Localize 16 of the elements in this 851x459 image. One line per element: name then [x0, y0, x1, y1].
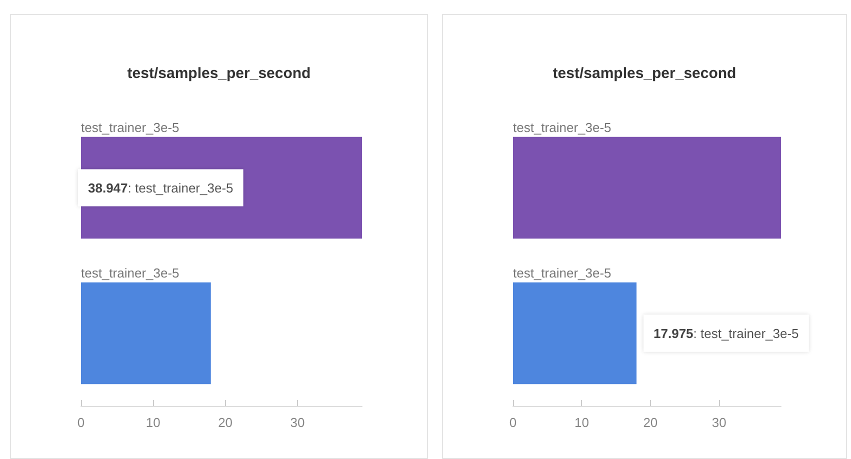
x-tick-label: 10: [574, 415, 589, 430]
x-tick-label: 20: [218, 415, 233, 430]
text: test/samples_per_second: [127, 65, 311, 82]
x-tick-label: 30: [290, 415, 305, 430]
x-tick-label: 0: [509, 415, 517, 430]
x-tick-label: 30: [712, 415, 726, 430]
y-tick-label: test_trainer_3e-5: [513, 265, 612, 280]
x-tick-label: 20: [643, 415, 658, 430]
x-tick-label: 0: [77, 415, 85, 430]
data-label: 17.975: test_trainer_3e-5: [654, 326, 799, 341]
y-tick-label: test_trainer_3e-5: [81, 120, 180, 135]
y-tick-label: test_trainer_3e-5: [81, 265, 180, 280]
text: test/samples_per_second: [552, 65, 736, 82]
y-tick-label: test_trainer_3e-5: [513, 120, 612, 135]
data-label: 38.947: test_trainer_3e-5: [88, 180, 234, 196]
x-tick-label: 10: [146, 415, 160, 430]
